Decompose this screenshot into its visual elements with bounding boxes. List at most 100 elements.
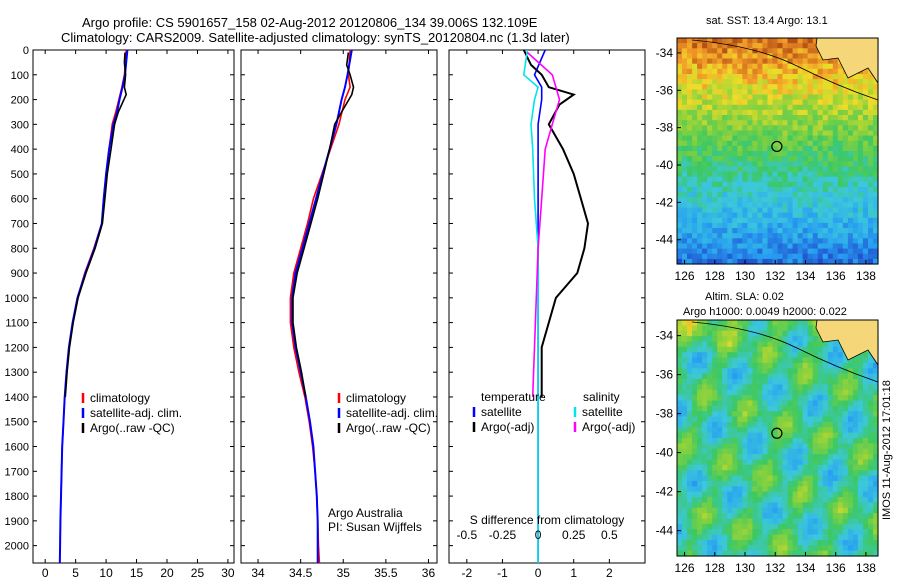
map-cell [812, 258, 819, 265]
map-cell [807, 120, 814, 126]
map-cell [873, 130, 879, 137]
map-cell [777, 470, 784, 477]
map-cell [873, 513, 879, 520]
map-cell [752, 416, 758, 423]
map-cell [792, 357, 799, 364]
map-cell [772, 104, 779, 111]
map-cell [732, 486, 738, 493]
map-cell [737, 74, 743, 80]
map-cell [677, 222, 683, 229]
map-cell [742, 243, 748, 250]
map-cell [837, 120, 844, 126]
map-cell [802, 115, 809, 121]
map-cell [762, 99, 768, 106]
map-cell [817, 187, 824, 193]
map-cell [732, 427, 738, 434]
map-cell [717, 125, 723, 131]
map-cell [787, 502, 794, 509]
map-cell [752, 197, 758, 203]
map-cell [752, 248, 758, 255]
map-cell [732, 243, 738, 250]
map-cell [857, 89, 864, 96]
map-cell [747, 109, 753, 116]
map-cell [742, 197, 748, 203]
map-cell [847, 89, 854, 96]
map-cell [842, 212, 849, 219]
map-cell [727, 145, 733, 152]
map-cell [832, 140, 839, 147]
map-cell [817, 438, 824, 444]
map-cell [792, 502, 799, 509]
map-cell [868, 459, 874, 466]
map-cell [873, 125, 879, 131]
map-cell [687, 438, 693, 444]
map-cell [802, 341, 809, 348]
map-cell [697, 373, 703, 380]
map-cell [757, 145, 763, 152]
map-cell [752, 486, 758, 493]
map-cell [732, 207, 738, 214]
map-cell [802, 99, 809, 106]
map-cell [707, 243, 713, 250]
map-cell [712, 104, 718, 111]
map-cell [787, 352, 794, 359]
map-cell [752, 491, 758, 498]
map-cell [822, 161, 829, 167]
map-cell [792, 171, 799, 178]
map-cell [697, 202, 703, 209]
map-cell [717, 529, 723, 536]
map-cell [862, 475, 869, 482]
map-cell [747, 523, 753, 530]
map-cell [707, 207, 713, 214]
map-cell [842, 529, 849, 536]
map-cell [827, 411, 834, 418]
map-cell [792, 38, 799, 44]
map-cell [732, 84, 738, 90]
map-cell [732, 212, 738, 219]
map-cell [697, 104, 703, 111]
map-cell [777, 181, 784, 188]
map-cell [732, 502, 738, 509]
map-cell [757, 238, 763, 244]
map-cell [777, 63, 784, 70]
map-cell [807, 243, 814, 250]
map-cell [687, 459, 693, 466]
map-cell [732, 336, 738, 343]
map-cell [692, 518, 698, 525]
map-cell [722, 222, 728, 229]
map-cell [862, 228, 869, 234]
map-cell [782, 459, 789, 466]
map-cell [842, 217, 849, 224]
map-cell [812, 120, 819, 126]
map-cell [747, 166, 753, 173]
map-cell [847, 171, 854, 178]
map-cell [757, 212, 763, 219]
map-cell [697, 336, 703, 343]
map-cell [822, 405, 829, 412]
map-cell [752, 400, 758, 407]
map-cell [842, 151, 849, 157]
map-cell [857, 212, 864, 219]
map-cell [868, 352, 874, 359]
map-cell [677, 497, 683, 503]
map-cell [782, 68, 789, 75]
map-cell [797, 197, 804, 203]
map-cell [842, 79, 849, 85]
map-cell [787, 421, 794, 428]
map-cell [807, 550, 814, 557]
map-cell [812, 79, 819, 85]
map-cell [822, 99, 829, 106]
map-cell [797, 416, 804, 423]
map-cell [732, 197, 738, 203]
map-cell [807, 379, 814, 385]
map-cell [797, 109, 804, 116]
map-cell [692, 253, 698, 260]
map-cell [727, 130, 733, 137]
map-cell [707, 161, 713, 167]
map-cell [757, 341, 763, 348]
map-cell [732, 109, 738, 116]
map-cell [812, 400, 819, 407]
map-cell [692, 212, 698, 219]
map-cell [717, 187, 723, 193]
map-cell [702, 389, 708, 396]
